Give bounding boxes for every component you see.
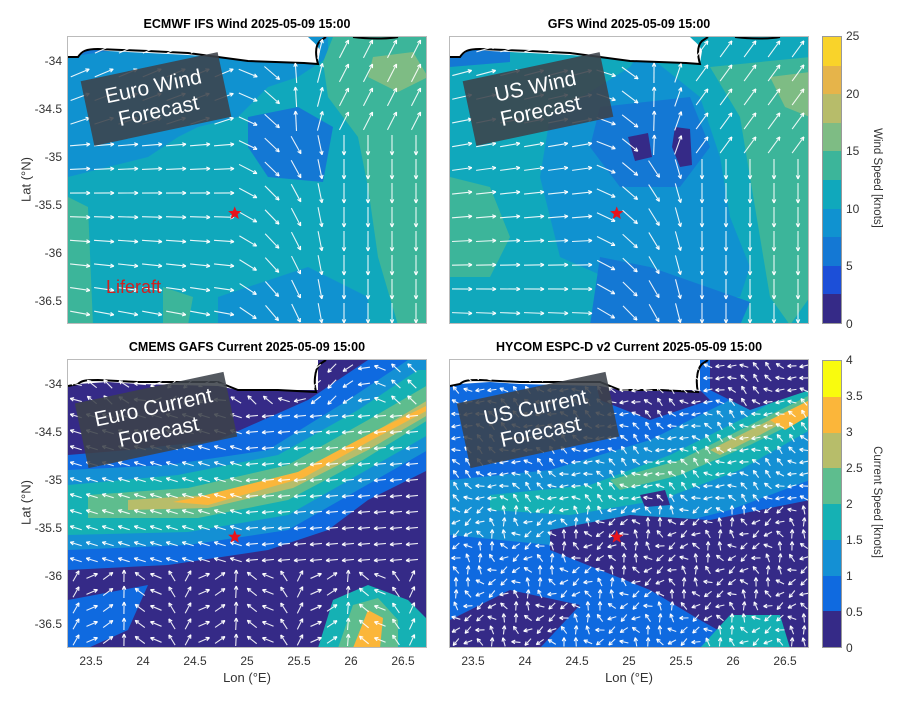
colorbar-current [822, 360, 842, 648]
xtick: 26 [726, 654, 740, 668]
ytick: -36 [44, 569, 62, 583]
xtick: 25.5 [287, 654, 311, 668]
colorbar-tick: 10 [846, 201, 860, 216]
ytick: -36 [44, 246, 62, 260]
ytick: -34 [44, 377, 62, 391]
liferaft-marker [610, 530, 624, 543]
ytick: -35.5 [34, 521, 62, 535]
xtick: 24 [518, 654, 532, 668]
xtick: 25 [240, 654, 254, 668]
liferaft-marker [610, 206, 624, 219]
ytick: -34.5 [34, 425, 62, 439]
xtick: 26.5 [773, 654, 797, 668]
colorbar-tick: 4 [846, 353, 853, 367]
panel-title-gfs: GFS Wind 2025-05-09 15:00 [547, 17, 711, 31]
ytick: -35 [44, 473, 62, 487]
colorbar-tick: 0 [846, 641, 853, 655]
colorbar-tick: 1 [846, 569, 853, 583]
liferaft-marker [228, 530, 242, 543]
colorbar-wind [822, 36, 842, 324]
xtick: 23.5 [79, 654, 103, 668]
xtick: 26 [344, 654, 358, 668]
panel-title-cmems: CMEMS GAFS Current 2025-05-09 15:00 [128, 340, 366, 354]
panel-title-hycom: HYCOM ESPC-D v2 Current 2025-05-09 15:00 [495, 340, 763, 354]
xtick: 23.5 [461, 654, 485, 668]
xtick: 25 [622, 654, 636, 668]
colorbar-tick: 25 [846, 29, 860, 43]
colorbar-tick: 3.5 [846, 389, 863, 403]
xtick: 24.5 [565, 654, 589, 668]
panel-title-ecmwf: ECMWF IFS Wind 2025-05-09 15:00 [143, 17, 351, 31]
colorbar-tick: 3 [846, 425, 853, 439]
plot-gfs-wind [449, 36, 809, 324]
colorbar-tick: 1.5 [846, 533, 863, 547]
ytick: -34 [44, 54, 62, 68]
xtick: 26.5 [391, 654, 415, 668]
colorbar-current-label: Current Speed [knots] [871, 446, 883, 558]
xtick: 24.5 [183, 654, 207, 668]
colorbar-tick: 0.5 [846, 605, 863, 619]
ytick: -36.5 [34, 294, 62, 308]
liferaft-marker [228, 206, 242, 219]
colorbar-tick: 20 [846, 86, 860, 101]
ytick: -35 [44, 150, 62, 164]
ytick: -34.5 [34, 102, 62, 116]
liferaft-label: Liferaft [106, 277, 162, 297]
xlabel-right: Lon (°E) [605, 670, 653, 685]
colorbar-tick: 5 [846, 259, 853, 274]
colorbar-tick: 2 [846, 497, 853, 511]
xlabel-left: Lon (°E) [223, 670, 271, 685]
xtick: 24 [136, 654, 150, 668]
ytick: -35.5 [34, 198, 62, 212]
colorbar-wind-label: Wind Speed [knots] [871, 128, 883, 228]
colorbar-tick: 0 [846, 317, 853, 331]
colorbar-tick: 2.5 [846, 461, 863, 475]
colorbar-tick: 15 [846, 144, 860, 159]
xtick: 25.5 [669, 654, 693, 668]
ytick: -36.5 [34, 617, 62, 631]
